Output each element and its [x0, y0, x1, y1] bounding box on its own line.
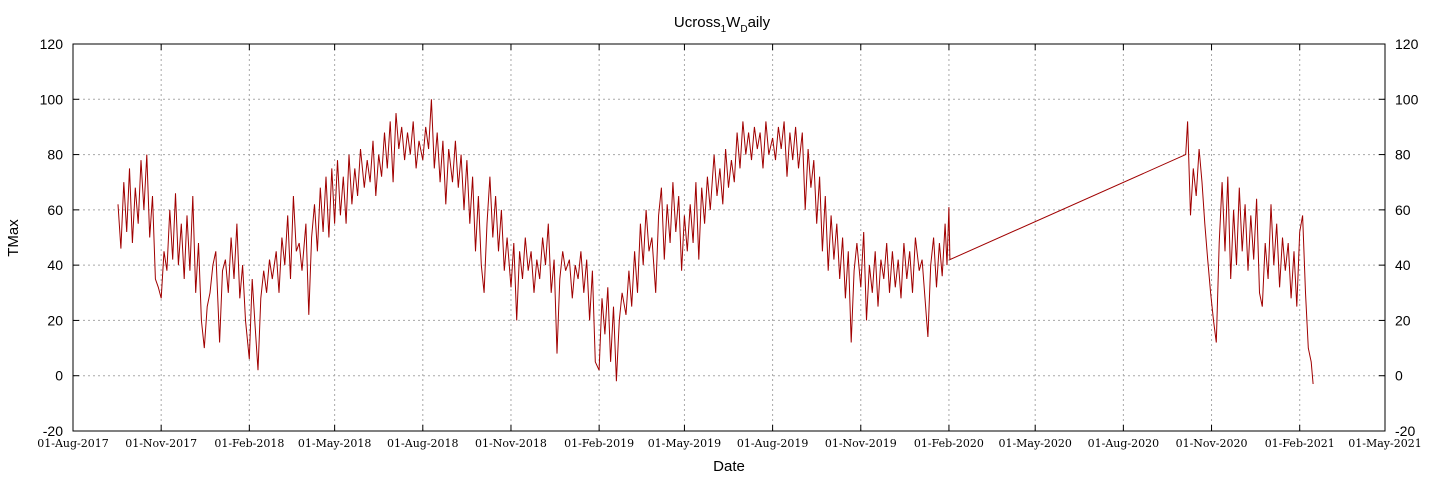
gridlines [73, 44, 1385, 431]
y-tick-label-left: 80 [47, 147, 63, 163]
x-tick-label: 01-Nov-2018 [475, 437, 547, 450]
title-sub-2: D [740, 24, 747, 35]
x-tick-label: 01-Feb-2019 [564, 437, 634, 450]
y-tick-label-right: 80 [1395, 147, 1411, 163]
x-tick-label: 01-Feb-2020 [914, 437, 984, 450]
y-tick-label-right: 120 [1395, 36, 1419, 52]
chart-title: Ucross1WDaily [674, 14, 771, 35]
x-tick-label: 01-Aug-2018 [387, 437, 459, 450]
tick-labels: -20 -20 0 0 20 20 40 40 60 60 80 80 100 100 120 120 01-A… [37, 36, 1421, 450]
axis-ticks [72, 43, 1386, 432]
x-tick-label: 01-Aug-2019 [737, 437, 809, 450]
tmax-series-line [117, 99, 1314, 385]
y-tick-label-left: 20 [47, 312, 63, 328]
y-tick-label-right: 40 [1395, 257, 1411, 273]
title-part-3: aily [748, 14, 771, 31]
x-tick-label: 01-Nov-2017 [125, 437, 197, 450]
plot-frame [72, 43, 1386, 432]
x-tick-label: 01-May-2018 [298, 437, 371, 450]
x-tick-label: 01-May-2019 [648, 437, 721, 450]
y-tick-label-right: 20 [1395, 312, 1411, 328]
y-tick-label-left: 120 [40, 36, 64, 52]
x-tick-label: 01-May-2020 [998, 437, 1071, 450]
x-tick-label: 01-Nov-2020 [1176, 437, 1248, 450]
x-tick-label: 01-Feb-2018 [214, 437, 284, 450]
y-tick-label-left: 0 [55, 368, 63, 384]
x-tick-label: 01-May-2021 [1348, 437, 1421, 450]
title-sub-1: 1 [721, 24, 727, 35]
series-layer [117, 99, 1314, 385]
x-tick-label: 01-Nov-2019 [825, 437, 897, 450]
x-tick-label: 01-Feb-2021 [1265, 437, 1335, 450]
x-tick-label: 01-Aug-2017 [37, 437, 109, 450]
y-tick-label-right: 60 [1395, 202, 1411, 218]
y-tick-label-right: 100 [1395, 91, 1419, 107]
y-tick-label-left: 100 [40, 91, 64, 107]
title-part-2: W [726, 14, 741, 31]
y-tick-label-right: -20 [1395, 423, 1415, 439]
x-axis-label: Date [713, 458, 745, 475]
title-part-1: Ucross [674, 14, 721, 31]
y-tick-label-left: 60 [47, 202, 63, 218]
y-tick-label-left: 40 [47, 257, 63, 273]
y-axis-label: TMax [5, 219, 22, 257]
y-tick-label-right: 0 [1395, 368, 1403, 384]
y-tick-label-left: -20 [43, 423, 63, 439]
x-tick-label: 01-Aug-2020 [1088, 437, 1160, 450]
